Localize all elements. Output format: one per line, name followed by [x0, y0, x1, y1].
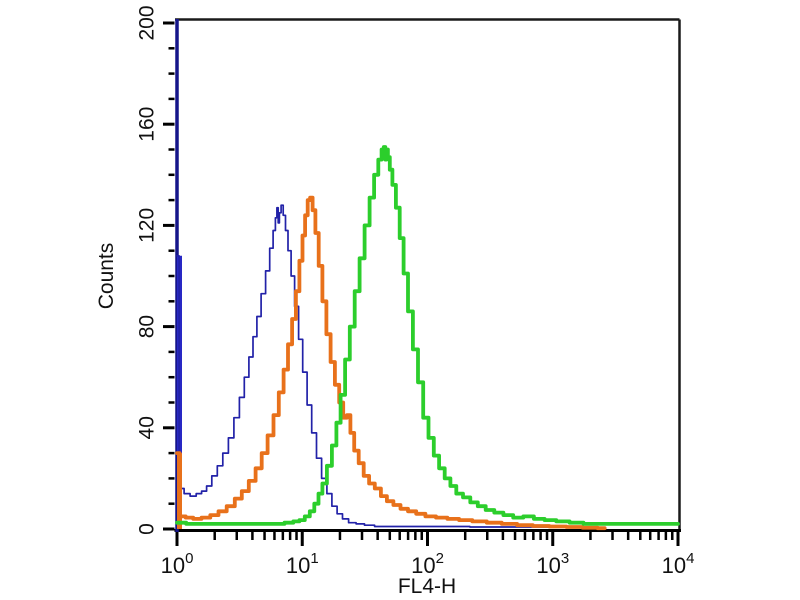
- y-tick-label: 80: [136, 315, 159, 338]
- plot-border: [174, 18, 681, 532]
- x-tick-label: 101: [286, 550, 319, 578]
- x-tick-label: 103: [536, 550, 569, 578]
- axis-tick-labels: 0 40 80 120 160 200 100 101 102 103 104: [136, 5, 695, 578]
- orange-curve: [175, 195, 607, 531]
- y-tick-label: 200: [136, 5, 159, 40]
- y-axis-label: Counts: [95, 243, 118, 310]
- y-tick-label: 160: [136, 107, 159, 142]
- axis-ticks: [163, 21, 680, 546]
- green-curve: [175, 145, 680, 526]
- x-tick-label: 104: [662, 550, 695, 578]
- x-tick-label: 100: [161, 550, 194, 578]
- histogram-curves: [175, 145, 680, 531]
- x-axis-label: FL4-H: [398, 575, 456, 598]
- y-tick-label: 120: [136, 208, 159, 243]
- x-tick-label: 102: [411, 550, 444, 578]
- y-tick-label: 40: [136, 416, 159, 439]
- blue-curve: [176, 204, 594, 530]
- y-tick-label: 0: [136, 523, 159, 535]
